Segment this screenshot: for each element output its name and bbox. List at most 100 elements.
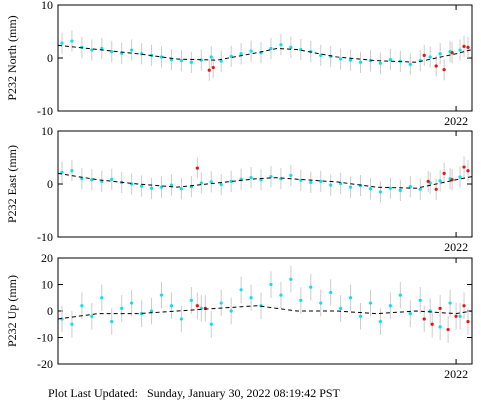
point bbox=[289, 277, 293, 281]
point bbox=[438, 325, 442, 329]
y-axis-label: P232 Up (mm) bbox=[5, 275, 19, 347]
point bbox=[418, 298, 422, 302]
model-line bbox=[57, 305, 473, 320]
point bbox=[299, 298, 303, 302]
point bbox=[195, 304, 199, 308]
point bbox=[169, 304, 174, 308]
y-tick-label: 10 bbox=[41, 278, 53, 292]
point bbox=[249, 49, 253, 53]
point bbox=[100, 296, 104, 300]
point bbox=[348, 185, 353, 189]
point bbox=[209, 322, 213, 326]
point bbox=[179, 317, 184, 321]
point bbox=[211, 65, 215, 70]
point bbox=[426, 179, 430, 183]
point bbox=[434, 64, 438, 68]
point bbox=[309, 285, 313, 289]
point bbox=[398, 188, 402, 192]
point bbox=[378, 190, 383, 194]
point bbox=[279, 43, 283, 47]
point bbox=[462, 304, 466, 308]
point bbox=[462, 44, 466, 48]
point bbox=[269, 282, 273, 287]
point bbox=[319, 179, 323, 183]
point bbox=[448, 301, 452, 305]
point bbox=[289, 45, 293, 50]
y-tick-label: 10 bbox=[41, 0, 53, 12]
point bbox=[446, 327, 450, 332]
point bbox=[388, 304, 392, 308]
point bbox=[219, 182, 223, 187]
point bbox=[458, 48, 462, 52]
point bbox=[378, 320, 383, 324]
point bbox=[422, 317, 426, 321]
y-tick-label: 0 bbox=[47, 177, 53, 191]
point bbox=[428, 55, 432, 59]
y-tick-label: -10 bbox=[37, 104, 53, 118]
point bbox=[339, 57, 343, 61]
y-tick-label: 0 bbox=[47, 51, 53, 65]
point bbox=[149, 186, 154, 190]
y-tick-label: -10 bbox=[37, 331, 53, 345]
point bbox=[329, 290, 333, 295]
point bbox=[408, 185, 412, 189]
point bbox=[110, 177, 114, 181]
point bbox=[422, 53, 426, 57]
point bbox=[388, 57, 392, 62]
point bbox=[149, 309, 154, 313]
point bbox=[219, 301, 223, 305]
point bbox=[195, 166, 199, 170]
point bbox=[110, 320, 114, 324]
point bbox=[269, 46, 273, 51]
y-axis-label: P232 North (mm) bbox=[5, 15, 19, 100]
point bbox=[466, 45, 470, 50]
point bbox=[90, 314, 94, 318]
point bbox=[339, 306, 343, 310]
point bbox=[289, 173, 293, 178]
point bbox=[309, 180, 313, 185]
footer: Plot Last Updated: Sunday, January 30, 2… bbox=[48, 386, 341, 400]
model-line bbox=[57, 44, 473, 63]
point bbox=[438, 52, 442, 56]
point bbox=[388, 186, 392, 190]
point bbox=[438, 306, 442, 310]
point bbox=[450, 51, 454, 55]
point bbox=[348, 296, 353, 300]
x-tick-label: 2022 bbox=[444, 367, 468, 381]
point bbox=[130, 301, 134, 305]
point bbox=[110, 50, 114, 54]
point bbox=[219, 59, 223, 63]
point bbox=[319, 301, 323, 305]
point bbox=[199, 181, 203, 185]
point bbox=[139, 184, 144, 188]
point bbox=[189, 298, 193, 302]
point bbox=[408, 312, 412, 316]
point bbox=[434, 187, 438, 191]
point bbox=[120, 306, 124, 310]
y-axis-label: P232 East (mm) bbox=[5, 145, 19, 223]
y-tick-label: -20 bbox=[37, 357, 53, 371]
point bbox=[249, 296, 253, 300]
point bbox=[179, 187, 184, 191]
point bbox=[348, 58, 353, 62]
y-tick-label: 20 bbox=[41, 251, 53, 265]
y-tick-label: 0 bbox=[47, 304, 53, 318]
point bbox=[368, 187, 373, 191]
point bbox=[368, 301, 373, 305]
point bbox=[80, 304, 84, 308]
point bbox=[60, 170, 64, 174]
point bbox=[458, 175, 462, 179]
point bbox=[207, 68, 211, 72]
point bbox=[189, 60, 193, 64]
point bbox=[358, 60, 363, 64]
x-tick-label: 2022 bbox=[444, 240, 468, 254]
x-tick-label: 2022 bbox=[444, 114, 468, 128]
y-tick-label: -10 bbox=[37, 230, 53, 244]
point bbox=[398, 293, 402, 297]
point bbox=[358, 314, 363, 318]
point bbox=[80, 177, 84, 181]
point bbox=[209, 180, 213, 184]
point bbox=[249, 176, 253, 180]
